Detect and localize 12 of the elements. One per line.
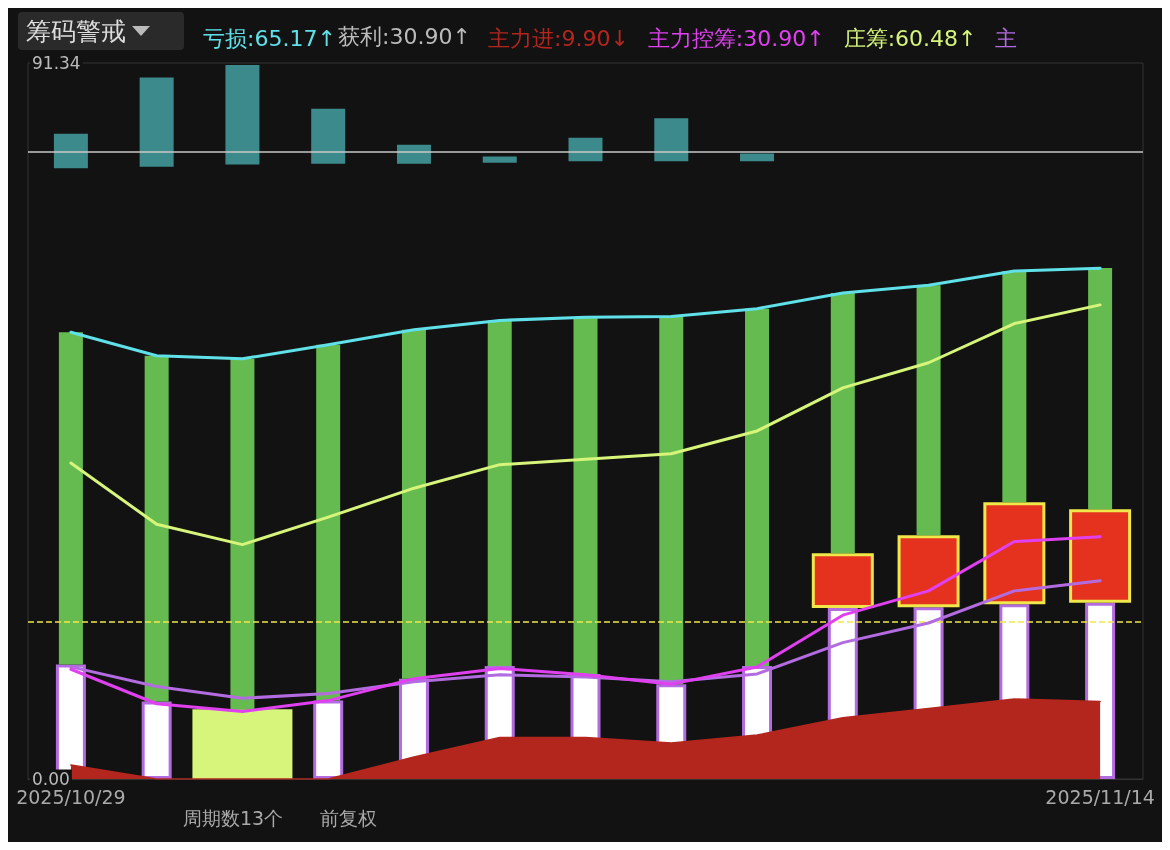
text: 庄筹:60.48↑: [843, 25, 977, 51]
text: 周期数13个: [183, 806, 284, 829]
text: 前复权: [320, 806, 377, 829]
text: 主: [995, 25, 1018, 51]
text: 获利:30.90↑: [338, 23, 471, 49]
y-tick-label: 91.34: [32, 53, 81, 73]
chart-title: 筹码警戒: [26, 15, 126, 48]
x-tick-label: 2025/11/14: [1045, 785, 1155, 808]
text: 主力进:9.90↓: [488, 25, 629, 51]
y-tick-label: 0.00: [32, 769, 70, 789]
text: 亏损:65.17↑: [203, 25, 336, 51]
text: 主力控筹:30.90↑: [647, 25, 825, 51]
